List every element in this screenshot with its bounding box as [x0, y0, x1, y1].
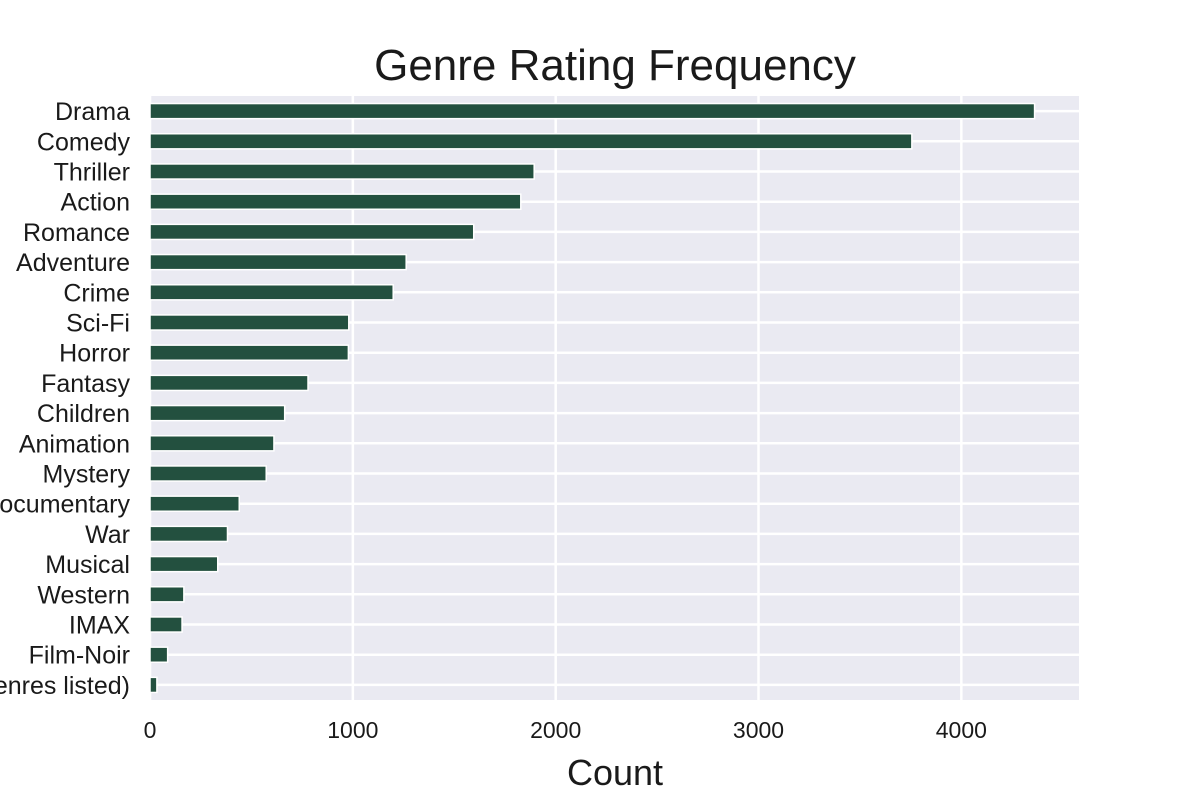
bar-imax	[149, 616, 183, 633]
bar-crime	[149, 284, 394, 301]
bar-no-genres-listed	[149, 676, 158, 694]
x-tick-label: 1000	[327, 717, 378, 743]
x-tick-labels: 0 1000 2000 3000 4000	[144, 717, 987, 743]
bar-thriller	[149, 163, 535, 180]
y-tick-label: (no genres listed)	[0, 672, 130, 700]
chart-title: Genre Rating Frequency	[374, 41, 856, 90]
bar-animation	[149, 435, 275, 452]
y-tick-label: Romance	[23, 219, 130, 247]
bar-adventure	[149, 253, 407, 271]
bar-film-noir	[149, 646, 169, 664]
bar-mystery	[149, 465, 267, 482]
bar-war	[149, 525, 229, 543]
y-tick-label: War	[85, 521, 130, 549]
x-tick-label: 2000	[530, 717, 581, 743]
y-tick-label: Documentary	[0, 491, 130, 519]
x-axis-label: Count	[567, 752, 663, 793]
y-tick-label: Western	[37, 581, 130, 609]
bar-children	[149, 404, 286, 422]
bar-fantasy	[149, 374, 309, 392]
bar-musical	[149, 555, 219, 573]
y-tick-label: Crime	[63, 279, 130, 307]
bar-action	[149, 193, 522, 210]
y-tick-label: Film-Noir	[29, 642, 130, 670]
y-tick-label: Thriller	[54, 159, 130, 187]
y-tick-label: Horror	[59, 340, 130, 368]
bar-comedy	[149, 133, 913, 150]
bar-western	[149, 586, 185, 603]
y-tick-label: IMAX	[69, 612, 130, 640]
bar-documentary	[149, 495, 240, 512]
y-tick-label: Sci-Fi	[66, 310, 130, 338]
y-tick-label: Fantasy	[41, 370, 130, 398]
bar-sci-fi	[149, 314, 350, 331]
bars	[149, 102, 1036, 694]
y-tick-label: Animation	[19, 430, 130, 458]
bar-romance	[149, 223, 475, 241]
y-tick-label: Action	[61, 189, 130, 217]
bar-drama	[149, 102, 1036, 120]
y-tick-label: Drama	[55, 98, 130, 126]
y-tick-label: Mystery	[43, 461, 131, 489]
y-tick-label: Children	[37, 400, 130, 428]
y-tick-label: Comedy	[37, 128, 131, 156]
x-tick-label: 0	[144, 717, 157, 743]
x-tick-label: 4000	[936, 717, 987, 743]
bar-horror	[149, 344, 350, 361]
y-tick-label: Musical	[45, 551, 130, 579]
x-tick-label: 3000	[733, 717, 784, 743]
y-tick-label: Adventure	[16, 249, 130, 277]
plot-background	[150, 96, 1079, 700]
